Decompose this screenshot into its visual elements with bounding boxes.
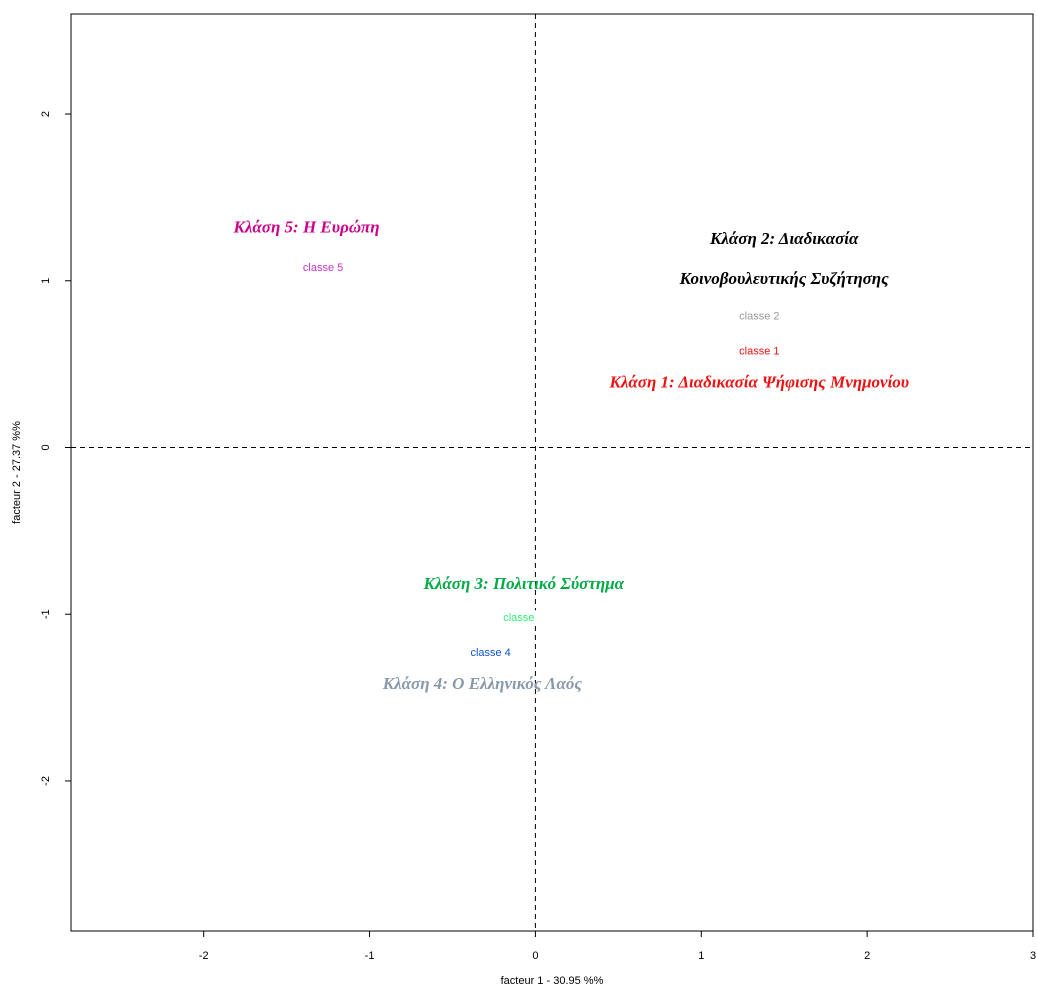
class-annotation: Κοινοβουλευτικής Συζήτησης: [679, 269, 889, 288]
class-annotation: Κλάση 3: Πολιτικό Σύστημα: [423, 574, 625, 593]
x-axis-label: facteur 1 - 30.95 %%: [501, 975, 604, 987]
y-tick-label: 0: [40, 444, 52, 450]
class-annotation: Κλάση 4: Ο Ελληνικός Λαός: [382, 674, 583, 693]
y-axis-label: facteur 2 - 27.37 %%: [11, 421, 23, 524]
x-tick-label: -2: [199, 950, 209, 962]
x-tick-label: 1: [698, 950, 704, 962]
point-label-background: [730, 343, 788, 357]
y-tick-label: -1: [40, 609, 52, 619]
class-annotation: Κλάση 5: Η Ευρώπη: [233, 217, 380, 236]
point-label: classe: [503, 612, 534, 624]
y-tick-label: 2: [40, 111, 52, 117]
point-label-background: [496, 610, 542, 624]
point-label-background: [294, 260, 352, 274]
point-label: classe 2: [739, 310, 779, 322]
x-tick-label: 0: [532, 950, 538, 962]
class-annotation: Κλάση 1: Διαδικασία Ψήφισης Μνημονίου: [609, 372, 910, 391]
point-label: classe 1: [739, 345, 779, 357]
x-tick-label: -1: [365, 950, 375, 962]
point-label-background: [462, 645, 520, 659]
point-label-background: [730, 308, 788, 322]
y-tick-label: -2: [40, 776, 52, 786]
x-tick-label: 3: [1030, 950, 1036, 962]
y-tick-label: 1: [40, 278, 52, 284]
point-label: classe 5: [303, 262, 343, 274]
plot-marks: -2 -1 0 1 2 3 -2 -1 0 1 2 facteur 1 - 30.95 %% facte…: [11, 14, 1036, 987]
class-annotation: Κλάση 2: Διαδικασία: [709, 229, 859, 248]
plot-frame: [70, 13, 1034, 932]
point-label: classe 4: [470, 647, 510, 659]
x-tick-label: 2: [864, 950, 870, 962]
